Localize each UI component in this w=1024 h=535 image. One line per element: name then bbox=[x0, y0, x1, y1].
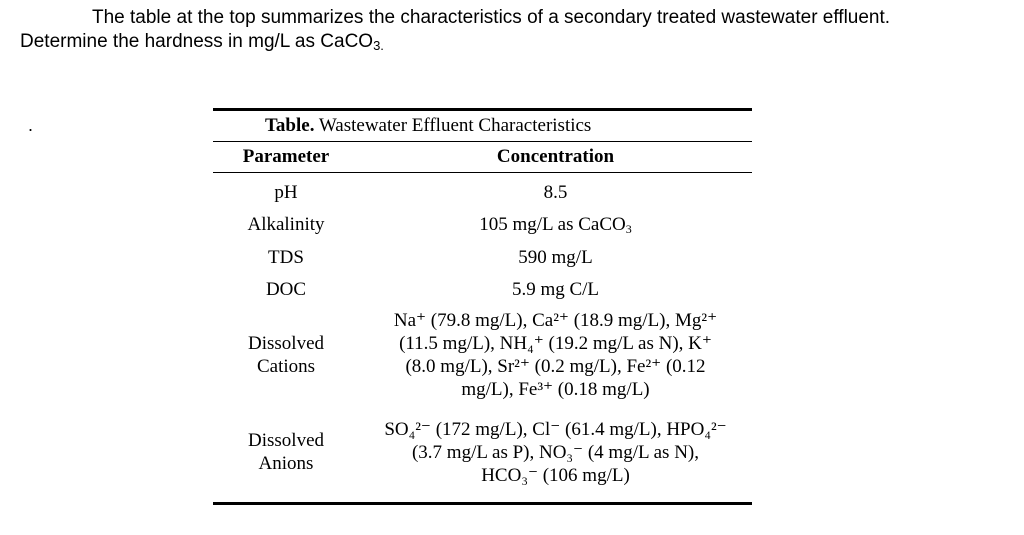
header-parameter: Parameter bbox=[242, 146, 330, 167]
anions-line-2: (3.7 mg/L as P), NO₃⁻ (4 mg/L as N), bbox=[411, 441, 699, 463]
param-cell-cations: Dissolved Cations bbox=[213, 332, 359, 378]
anions-line-3: HCO₃⁻ (106 mg/L) bbox=[481, 464, 630, 486]
param-anions-line-1: Dissolved bbox=[248, 430, 324, 451]
table-caption: Table. Wastewater Effluent Characteristi… bbox=[213, 111, 752, 141]
param-cell: TDS bbox=[268, 246, 304, 268]
table-row-anions: Dissolved Anions SO₄²⁻ (172 mg/L), Cl⁻ (… bbox=[213, 404, 752, 496]
question-line-1: The table at the top summarizes the char… bbox=[92, 7, 891, 28]
characteristics-table: Table. Wastewater Effluent Characteristi… bbox=[213, 108, 752, 505]
table-row: pH 8.5 bbox=[213, 176, 752, 209]
param-cations-line-1: Dissolved bbox=[248, 333, 324, 354]
question-text: The table at the top summarizes the char… bbox=[20, 6, 1010, 54]
param-cell: Alkalinity bbox=[247, 214, 325, 236]
table-row: TDS 590 mg/L bbox=[213, 241, 752, 274]
cations-line-3: (8.0 mg/L), Sr²⁺ (0.2 mg/L), Fe²⁺ (0.12 bbox=[405, 356, 706, 377]
question-line-2-text: Determine the hardness in mg/L as CaCO bbox=[20, 31, 374, 52]
concentration-cell: 105 mg/L as CaCO3 bbox=[359, 213, 752, 236]
cations-line-2: (11.5 mg/L), NH₄⁺ (19.2 mg/L as N), K⁺ bbox=[399, 333, 712, 354]
concentration-cell: 5.9 mg C/L bbox=[511, 279, 600, 301]
param-cations-line-2: Cations bbox=[256, 356, 316, 377]
question-line-2-subscript: 3. bbox=[373, 38, 384, 53]
table-bottom-rule bbox=[213, 502, 752, 505]
cations-line-1: Na⁺ (79.8 mg/L), Ca²⁺ (18.9 mg/L), Mg²⁺ bbox=[393, 310, 718, 331]
concentration-cell: 8.5 bbox=[543, 181, 568, 203]
table-row: Alkalinity 105 mg/L as CaCO3 bbox=[213, 209, 752, 242]
cations-line-4: mg/L), Fe³⁺ (0.18 mg/L) bbox=[461, 379, 650, 400]
param-cell: pH bbox=[274, 181, 298, 203]
param-anions-line-2: Anions bbox=[258, 453, 314, 474]
concentration-cell-cations: Na⁺ (79.8 mg/L), Ca²⁺ (18.9 mg/L), Mg²⁺ … bbox=[359, 309, 752, 401]
bullet-dot: . bbox=[28, 115, 34, 135]
param-cell: DOC bbox=[265, 279, 307, 301]
table-caption-text: Wastewater Effluent Characteristics bbox=[314, 115, 592, 136]
concentration-subscript: 3 bbox=[625, 222, 632, 237]
question-line-2: Determine the hardness in mg/L as CaCO3. bbox=[20, 30, 1010, 54]
table-row: DOC 5.9 mg C/L bbox=[213, 274, 752, 307]
header-concentration: Concentration bbox=[496, 146, 615, 167]
header-rule bbox=[213, 172, 752, 173]
table-caption-label: Table. bbox=[265, 115, 315, 136]
anions-line-1: SO₄²⁻ (172 mg/L), Cl⁻ (61.4 mg/L), HPO₄²… bbox=[384, 418, 727, 440]
concentration-text: 105 mg/L as CaCO bbox=[479, 214, 626, 236]
table-top-rule bbox=[213, 108, 752, 111]
concentration-cell: 590 mg/L bbox=[518, 246, 593, 268]
table-row-cations: Dissolved Cations Na⁺ (79.8 mg/L), Ca²⁺ … bbox=[213, 306, 752, 404]
table-header-row: Parameter Concentration bbox=[213, 142, 752, 172]
param-cell-anions: Dissolved Anions bbox=[213, 429, 359, 475]
caption-rule bbox=[213, 141, 752, 142]
concentration-cell-anions: SO₄²⁻ (172 mg/L), Cl⁻ (61.4 mg/L), HPO₄²… bbox=[359, 418, 752, 487]
